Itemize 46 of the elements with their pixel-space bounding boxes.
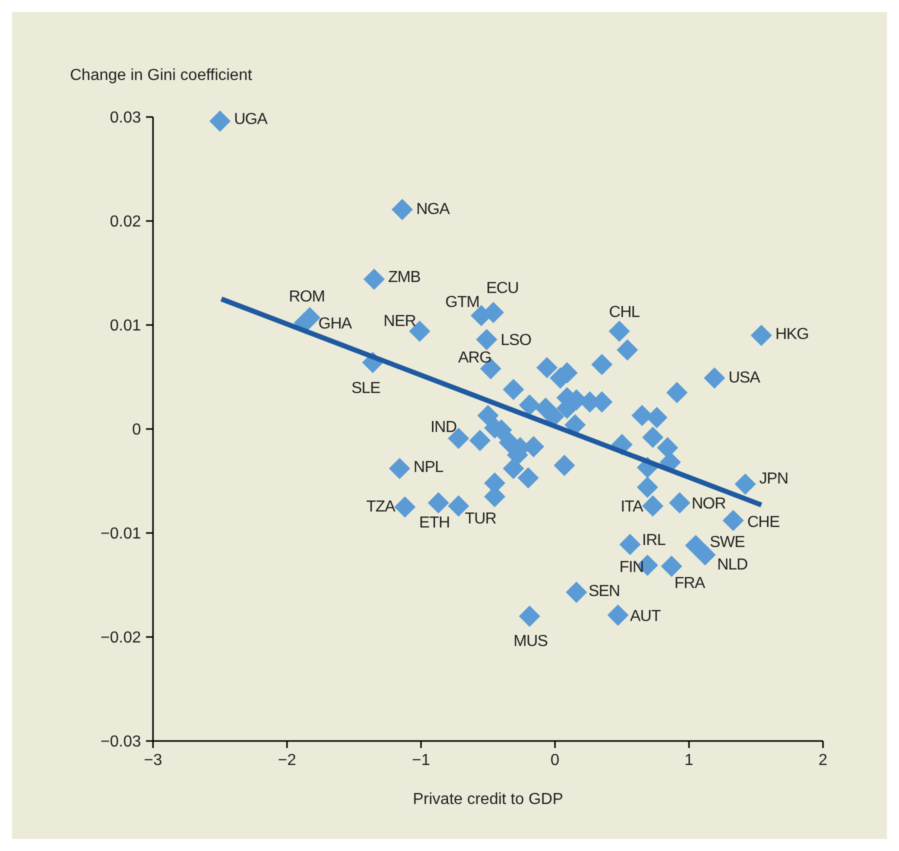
- x-tick-label: −3: [144, 752, 162, 769]
- annotation: SWE: [710, 534, 745, 552]
- annotation: AUT: [630, 608, 662, 625]
- annotation: IRL: [642, 532, 666, 550]
- y-tick-label: 0: [132, 422, 142, 439]
- y-axis-title: Change in Gini coefficient: [70, 67, 253, 84]
- annotation: GHA: [318, 316, 352, 333]
- annotation: ROM: [288, 288, 325, 306]
- annotation: TZA: [366, 498, 396, 516]
- annotation: CHL: [609, 304, 640, 321]
- annotation: ITA: [620, 498, 644, 516]
- x-tick-label: −2: [278, 752, 296, 769]
- annotation: NER: [384, 312, 416, 330]
- annotation: UGA: [234, 110, 268, 128]
- annotation: SEN: [588, 582, 620, 600]
- annotation: SLE: [351, 380, 380, 398]
- y-tick-label: −0.01: [100, 526, 142, 543]
- annotation: GTM: [445, 294, 480, 312]
- y-tick-label: 0.01: [110, 318, 142, 335]
- annotation: FRA: [674, 574, 706, 592]
- annotation: NLD: [717, 556, 748, 574]
- annotation: TUR: [464, 510, 496, 528]
- annotation: MUS: [514, 632, 548, 650]
- x-tick-label: −1: [412, 752, 430, 769]
- annotation: USA: [728, 370, 761, 387]
- annotation: ECU: [486, 280, 518, 298]
- annotation: JPN: [759, 470, 788, 488]
- annotation: LSO: [500, 332, 532, 350]
- y-tick-label: 0.02: [110, 214, 142, 231]
- annotation: ZMB: [388, 268, 420, 286]
- x-tick-label: 1: [684, 752, 694, 769]
- annotation: ARG: [458, 349, 492, 366]
- y-tick-label: 0.03: [110, 110, 142, 127]
- annotation: NOR: [692, 495, 726, 512]
- x-tick-label: 2: [818, 752, 828, 769]
- annotation: IND: [430, 418, 457, 436]
- x-axis-title: Private credit to GDP: [412, 791, 564, 808]
- annotation: NGA: [416, 201, 450, 218]
- y-tick-label: −0.03: [100, 734, 142, 751]
- annotation: ETH: [419, 514, 450, 532]
- x-tick-label: 0: [550, 752, 560, 769]
- y-tick-label: −0.02: [100, 630, 142, 647]
- annotation: CHE: [747, 514, 780, 532]
- annotation: HKG: [775, 326, 809, 343]
- annotation: FIN: [619, 558, 644, 576]
- annotation: NPL: [414, 459, 444, 476]
